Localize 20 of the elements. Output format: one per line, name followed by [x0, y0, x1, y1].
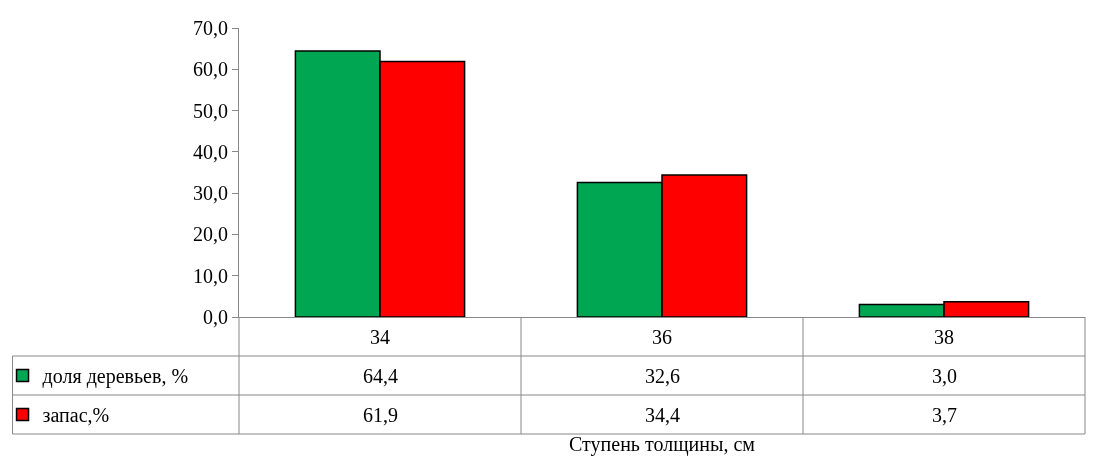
data-label: 34,4	[645, 404, 680, 426]
x-tick-label: 36	[652, 326, 672, 348]
y-tick-label: 50,0	[193, 99, 228, 122]
y-tick-label: 20,0	[193, 223, 228, 246]
legend-label: запас,%	[42, 404, 110, 427]
x-tick-label: 34	[370, 326, 390, 348]
y-tick-label: 70,0	[193, 17, 228, 39]
y-tick-label: 60,0	[193, 58, 228, 81]
data-label: 3,0	[932, 365, 957, 387]
data-label: 32,6	[645, 365, 680, 387]
y-tick-label: 40,0	[193, 140, 228, 163]
y-tick-label: 30,0	[193, 182, 228, 205]
x-axis-title: Ступень толщины, см	[569, 432, 756, 456]
y-tick-label: 0,0	[203, 306, 228, 328]
data-label: 61,9	[363, 404, 398, 426]
data-label: 64,4	[363, 365, 398, 387]
y-tick-label: 10,0	[193, 264, 228, 287]
data-label: 3,7	[932, 404, 957, 426]
x-tick-label: 38	[934, 326, 954, 348]
legend-label: доля деревьев, %	[42, 365, 189, 389]
